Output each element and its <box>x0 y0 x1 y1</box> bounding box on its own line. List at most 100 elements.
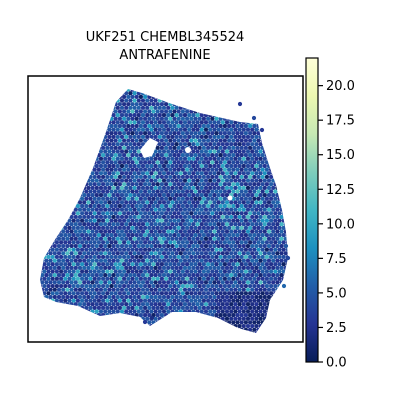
tissue-spot <box>164 283 169 289</box>
tissue-spot <box>90 178 95 183</box>
tissue-spot <box>201 225 206 230</box>
tissue-spot <box>218 262 223 267</box>
tissue-spot <box>212 207 217 212</box>
tissue-spot <box>239 262 244 267</box>
tissue-spot <box>134 138 139 143</box>
tissue-spot <box>119 105 125 110</box>
tissue-spot <box>245 149 251 154</box>
tissue-spot <box>260 189 265 194</box>
tissue-spot <box>157 243 162 249</box>
tissue-spot <box>197 262 202 267</box>
tissue-spot <box>197 276 202 281</box>
tissue-spot <box>151 218 156 223</box>
tissue-spot <box>193 254 198 260</box>
tissue-spot <box>109 269 114 274</box>
tissue-spot <box>88 233 93 238</box>
tissue-spot <box>176 298 181 303</box>
tissue-spot <box>138 269 143 274</box>
tissue-spot <box>63 240 68 245</box>
tissue-spot <box>170 163 175 169</box>
tissue-spot <box>185 305 190 310</box>
tissue-spot <box>115 265 120 270</box>
tissue-spot <box>113 254 118 260</box>
tissue-spot <box>195 265 200 270</box>
tissue-spot <box>149 302 154 307</box>
tissue-spot <box>48 265 53 270</box>
tissue-spot <box>90 222 95 227</box>
tissue-spot <box>250 243 255 249</box>
tissue-spot <box>117 203 122 209</box>
tissue-spot <box>210 240 215 245</box>
tissue-spot <box>176 211 181 216</box>
tissue-spot <box>262 214 267 220</box>
tissue-spot <box>161 149 167 154</box>
tissue-spot <box>252 196 257 201</box>
tissue-spot <box>159 233 164 238</box>
tissue-spot <box>61 273 66 278</box>
tissue-spot <box>113 145 118 150</box>
tissue-spot <box>80 262 85 267</box>
tissue-spot <box>237 163 242 169</box>
tissue-spot <box>189 291 194 296</box>
tissue-spot <box>124 178 129 183</box>
tissue-spot <box>105 145 110 150</box>
tissue-spot <box>210 225 215 230</box>
tissue-spot <box>149 294 154 300</box>
tissue-spot <box>59 247 64 252</box>
tissue-spot <box>231 203 236 209</box>
tissue-spot <box>252 313 257 318</box>
tissue-spot <box>140 302 146 307</box>
tissue-spot <box>201 153 206 158</box>
tissue-spot <box>208 207 213 212</box>
tissue-spot <box>189 218 194 223</box>
tissue-spot <box>243 305 248 310</box>
tissue-spot <box>63 298 68 303</box>
tissue-spot <box>237 323 242 329</box>
tissue-spot <box>203 149 209 154</box>
tissue-spot <box>138 291 143 296</box>
tissue-spot <box>159 196 164 201</box>
tissue-spot <box>172 160 177 165</box>
tissue-spot <box>191 273 196 278</box>
tissue-spot <box>161 309 167 314</box>
tissue-spot <box>117 233 122 238</box>
tissue-spot <box>237 200 242 205</box>
tissue-spot <box>220 156 225 161</box>
tissue-spot <box>153 178 158 183</box>
tissue-spot <box>170 178 175 183</box>
tissue-spot <box>124 200 129 205</box>
tissue-spot <box>241 200 246 205</box>
tissue-spot <box>63 291 68 296</box>
tissue-spot <box>71 262 76 267</box>
tissue-spot <box>132 185 137 190</box>
tissue-spot <box>111 156 116 161</box>
tissue-spot <box>216 142 221 147</box>
tissue-spot <box>166 120 171 125</box>
tissue-spot <box>140 105 146 110</box>
tissue-spot <box>92 225 97 230</box>
tissue-spot <box>243 262 248 267</box>
tissue-spot <box>201 189 206 194</box>
tissue-spot <box>164 174 169 180</box>
tissue-spot <box>203 294 209 300</box>
tissue-spot <box>185 283 190 289</box>
tissue-spot <box>63 233 68 238</box>
tissue-spot <box>143 196 148 201</box>
tissue-spot <box>124 105 129 110</box>
tissue-spot <box>54 247 60 252</box>
tissue-spot <box>92 189 97 194</box>
tissue-spot <box>126 218 131 223</box>
tissue-spot <box>180 254 185 260</box>
tissue-spot <box>206 138 211 143</box>
tissue-spot <box>159 247 164 252</box>
tissue-spot <box>174 163 179 169</box>
tissue-spot <box>233 302 238 307</box>
tissue-spot <box>214 262 219 267</box>
tissue-spot <box>71 269 76 274</box>
tissue-spot <box>115 156 120 161</box>
tissue-spot <box>143 203 148 209</box>
tissue-spot <box>86 222 91 227</box>
tissue-spot <box>82 251 87 256</box>
tissue-spot <box>126 262 131 267</box>
tissue-spot <box>134 123 139 129</box>
